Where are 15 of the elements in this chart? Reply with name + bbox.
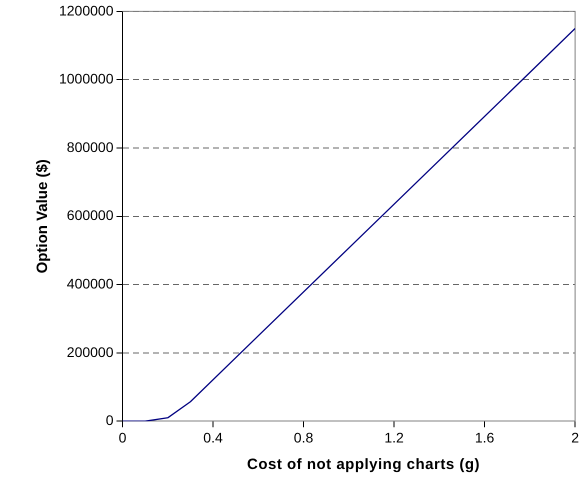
y-tick-label: 0 (106, 412, 114, 428)
x-tick-label: 0.4 (203, 429, 223, 446)
y-tick-label: 1200000 (58, 2, 114, 18)
y-tick-label: 400000 (66, 275, 114, 292)
x-axis-title: Cost of not applying charts (g) (246, 456, 481, 473)
y-axis-title: Option Value ($) (34, 159, 52, 274)
y-tick-label: 800000 (66, 138, 114, 155)
y-tick-label: 600000 (66, 207, 114, 224)
y-tick-label: 1000000 (58, 70, 114, 87)
x-tick-label: 0 (118, 429, 127, 446)
x-tick-label: 0.8 (294, 429, 314, 446)
y-tick-label: 200000 (66, 344, 114, 360)
x-tick-label: 2 (571, 429, 580, 446)
x-tick-label: 1.6 (474, 429, 495, 446)
x-tick-label: 1.2 (384, 429, 404, 446)
